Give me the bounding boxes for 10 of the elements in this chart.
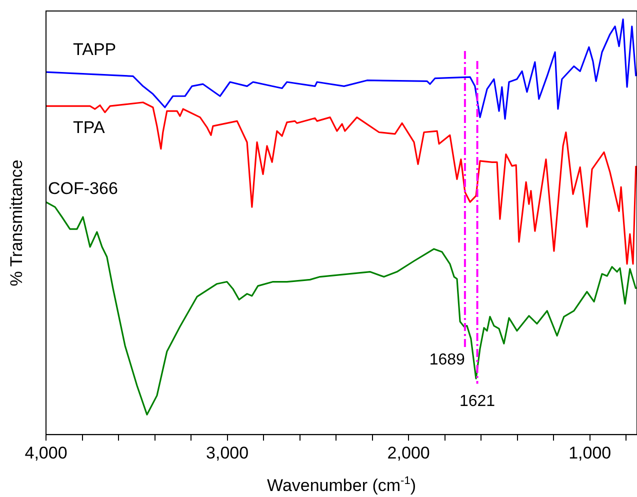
series-label: COF-366 <box>48 179 118 198</box>
ref-line-label: 1689 <box>429 351 466 368</box>
y-axis-title: % Transmittance <box>7 160 26 286</box>
x-tick-label: 2,000 <box>387 443 430 462</box>
series-label: TPA <box>73 118 106 138</box>
x-tick-label: 3,000 <box>206 443 249 462</box>
ref-line-label: 1621 <box>459 393 496 410</box>
x-tick-label: 4,000 <box>24 443 68 462</box>
x-tick-label: 1,000 <box>568 443 612 462</box>
series-label: TAPP <box>73 40 116 60</box>
